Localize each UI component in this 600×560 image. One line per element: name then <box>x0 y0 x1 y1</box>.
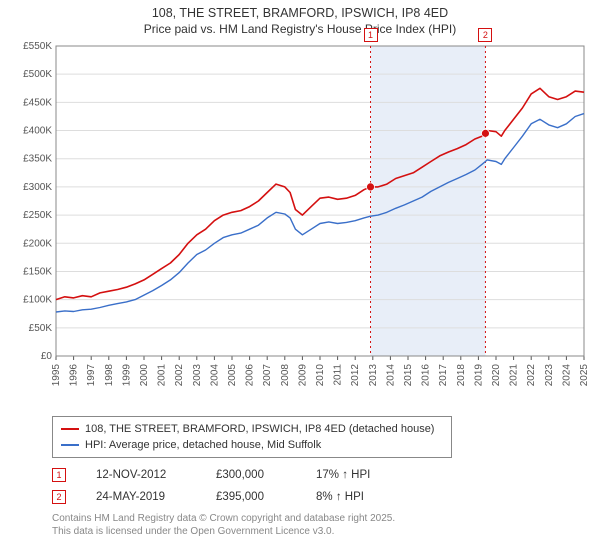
svg-text:2018: 2018 <box>456 364 467 387</box>
svg-text:£550K: £550K <box>23 41 52 52</box>
footer-line2: This data is licensed under the Open Gov… <box>52 525 592 538</box>
svg-text:2017: 2017 <box>438 364 449 387</box>
svg-text:2022: 2022 <box>526 364 537 387</box>
svg-text:1998: 1998 <box>104 364 115 387</box>
title-line2: Price paid vs. HM Land Registry's House … <box>8 22 592 36</box>
svg-text:2004: 2004 <box>209 364 220 387</box>
svg-text:2002: 2002 <box>174 364 185 387</box>
svg-text:£100K: £100K <box>23 295 52 306</box>
title-line1: 108, THE STREET, BRAMFORD, IPSWICH, IP8 … <box>8 6 592 20</box>
svg-text:£400K: £400K <box>23 126 52 137</box>
svg-text:£250K: £250K <box>23 210 52 221</box>
svg-text:2019: 2019 <box>473 364 484 387</box>
svg-text:2020: 2020 <box>491 364 502 387</box>
sale-date: 12-NOV-2012 <box>96 469 186 481</box>
sale-date: 24-MAY-2019 <box>96 491 186 503</box>
svg-text:1999: 1999 <box>121 364 132 387</box>
svg-text:2016: 2016 <box>421 364 432 387</box>
sale-diff: 8% ↑ HPI <box>316 491 396 503</box>
svg-text:1997: 1997 <box>86 364 97 387</box>
legend-swatch <box>61 444 79 446</box>
svg-text:£0: £0 <box>41 351 53 362</box>
svg-text:1996: 1996 <box>69 364 80 387</box>
svg-text:£300K: £300K <box>23 182 52 193</box>
sale-marker-num: 1 <box>52 468 66 482</box>
svg-text:2003: 2003 <box>192 364 203 387</box>
sale-row: 1 12-NOV-2012 £300,000 17% ↑ HPI <box>52 464 592 486</box>
svg-text:2014: 2014 <box>385 364 396 387</box>
svg-text:2013: 2013 <box>368 364 379 387</box>
svg-text:2001: 2001 <box>157 364 168 387</box>
svg-text:2023: 2023 <box>544 364 555 387</box>
legend-swatch <box>61 428 79 430</box>
legend-row: 108, THE STREET, BRAMFORD, IPSWICH, IP8 … <box>61 421 443 437</box>
svg-text:2006: 2006 <box>245 364 256 387</box>
svg-text:2005: 2005 <box>227 364 238 387</box>
svg-text:2021: 2021 <box>509 364 520 387</box>
svg-text:£350K: £350K <box>23 154 52 165</box>
sale-price: £395,000 <box>216 491 286 503</box>
svg-text:2024: 2024 <box>561 364 572 387</box>
sale-price: £300,000 <box>216 469 286 481</box>
sale-marker-num: 2 <box>52 490 66 504</box>
svg-text:2000: 2000 <box>139 364 150 387</box>
svg-text:£200K: £200K <box>23 238 52 249</box>
price-chart: £0 £50K £100K £150K £200K £250K £300K £350K £400… <box>8 40 592 410</box>
svg-text:2011: 2011 <box>333 364 344 386</box>
svg-text:2012: 2012 <box>350 364 361 387</box>
svg-text:£450K: £450K <box>23 97 52 108</box>
svg-text:2008: 2008 <box>280 364 291 387</box>
svg-text:£150K: £150K <box>23 266 52 277</box>
sale-row: 2 24-MAY-2019 £395,000 8% ↑ HPI <box>52 486 592 508</box>
svg-text:£50K: £50K <box>29 323 53 334</box>
legend: 108, THE STREET, BRAMFORD, IPSWICH, IP8 … <box>52 416 452 458</box>
legend-label: 108, THE STREET, BRAMFORD, IPSWICH, IP8 … <box>85 423 434 435</box>
legend-label: HPI: Average price, detached house, Mid … <box>85 439 321 451</box>
footer-line1: Contains HM Land Registry data © Crown c… <box>52 512 592 525</box>
svg-text:1995: 1995 <box>51 364 62 387</box>
svg-text:£500K: £500K <box>23 69 52 80</box>
svg-text:2007: 2007 <box>262 364 273 387</box>
sale-marker-box: 2 <box>478 28 492 42</box>
footer-attribution: Contains HM Land Registry data © Crown c… <box>52 512 592 538</box>
svg-text:2015: 2015 <box>403 364 414 387</box>
sale-marker-box: 1 <box>364 28 378 42</box>
sales-table: 1 12-NOV-2012 £300,000 17% ↑ HPI 2 24-MAY-201… <box>52 464 592 508</box>
sale-diff: 17% ↑ HPI <box>316 469 396 481</box>
legend-row: HPI: Average price, detached house, Mid … <box>61 437 443 453</box>
svg-text:2025: 2025 <box>579 364 590 387</box>
svg-text:2010: 2010 <box>315 364 326 387</box>
svg-text:2009: 2009 <box>297 364 308 387</box>
